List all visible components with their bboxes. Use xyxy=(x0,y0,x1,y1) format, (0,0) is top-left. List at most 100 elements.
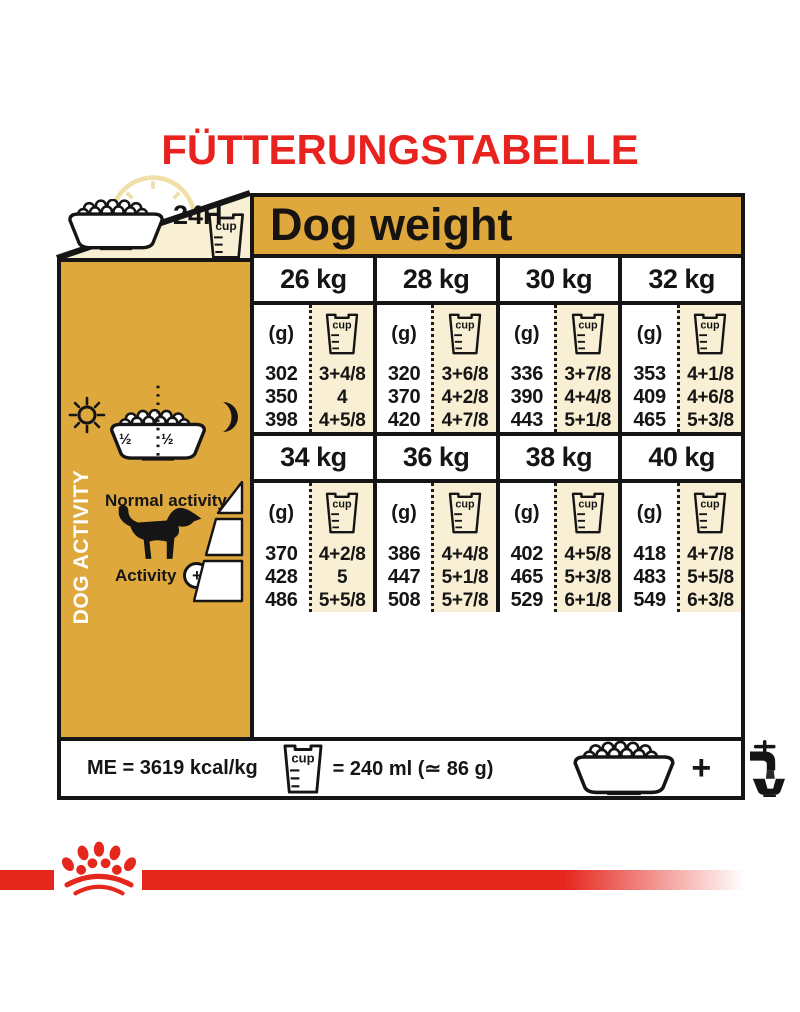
weight-column: 34 kg (g) 370 428 486 4+2/8 5 5+5/8 xyxy=(254,436,377,612)
cups-value: 5+1/8 xyxy=(564,409,611,431)
water-tap-icon xyxy=(750,739,786,797)
moon-icon xyxy=(223,402,238,432)
food-bowl-icon xyxy=(68,199,164,251)
grams-value: 447 xyxy=(387,566,421,588)
cups-value: 4 xyxy=(337,386,348,408)
grams-value: 386 xyxy=(387,543,421,565)
cups-value: 3+7/8 xyxy=(564,363,611,385)
grams-value: 443 xyxy=(510,409,544,431)
grams-value: 370 xyxy=(265,543,298,565)
grams-value: 483 xyxy=(633,566,666,588)
cups-value: 5+5/8 xyxy=(687,566,734,588)
cups-value: 5+3/8 xyxy=(687,409,734,431)
plus-sign: + xyxy=(691,749,712,787)
weight-column: 38 kg (g) 402 465 529 4+5/8 5+3/8 6+1/8 xyxy=(499,436,623,612)
grams-unit: (g) xyxy=(391,322,417,345)
cup-icon xyxy=(694,313,727,355)
grams-value: 418 xyxy=(633,543,666,565)
grams-value: 428 xyxy=(265,566,298,588)
grams-value: 508 xyxy=(387,589,421,611)
grams-unit: (g) xyxy=(514,322,540,345)
cups-value: 5+3/8 xyxy=(564,566,611,588)
cups-value: 4+2/8 xyxy=(441,386,489,408)
grams-value: 465 xyxy=(633,409,666,431)
grams-value: 370 xyxy=(387,386,421,408)
weight-column: 40 kg (g) 418 483 549 4+7/8 5+5/8 6+3/8 xyxy=(622,436,741,612)
royal-canin-paw-logo xyxy=(61,841,137,896)
grams-value: 549 xyxy=(633,589,666,611)
weight-header: 28 kg xyxy=(376,258,496,305)
cups-value: 4+5/8 xyxy=(564,543,611,565)
cups-value: 4+1/8 xyxy=(687,363,734,385)
grams-value: 398 xyxy=(265,409,298,431)
weight-header: 34 kg xyxy=(254,436,373,483)
grams-value: 465 xyxy=(510,566,544,588)
sun-icon xyxy=(68,396,106,434)
footer-info-row: ME = 3619 kcal/kg = 240 ml (≃ 86 g) + xyxy=(57,737,786,800)
activity-label: Activity xyxy=(115,565,177,585)
half-ration-bowl-icon xyxy=(110,385,207,463)
brand-stripe-left xyxy=(0,870,54,890)
weight-header: 26 kg xyxy=(254,258,373,305)
dog-activity-vertical-label: DOG ACTIVITY xyxy=(70,469,93,625)
cups-value: 4+4/8 xyxy=(441,543,489,565)
dog-silhouette-icon xyxy=(118,505,202,559)
metabolizable-energy-label: ME = 3619 kcal/kg xyxy=(87,757,258,779)
grams-value: 353 xyxy=(633,363,666,385)
grams-unit: (g) xyxy=(514,501,540,524)
cup-icon xyxy=(448,313,482,355)
grams-value: 529 xyxy=(510,589,544,611)
weight-header: 32 kg xyxy=(622,258,741,305)
cups-value: 5+1/8 xyxy=(441,566,489,588)
cup-icon xyxy=(448,492,482,534)
cup-icon xyxy=(571,492,604,534)
weight-header: 38 kg xyxy=(499,436,619,483)
weight-column: 36 kg (g) 386 447 508 4+4/8 5+1/8 5+7/8 xyxy=(376,436,500,612)
cup-equivalence-label: = 240 ml (≃ 86 g) xyxy=(332,758,494,780)
brand-stripe-right xyxy=(142,870,744,890)
grams-value: 486 xyxy=(265,589,298,611)
weight-header: 30 kg xyxy=(499,258,619,305)
grams-value: 336 xyxy=(510,363,544,385)
daily-ration-label: 24H xyxy=(173,200,223,230)
cups-value: 3+4/8 xyxy=(318,363,366,385)
cups-value: 3+6/8 xyxy=(441,363,489,385)
grams-value: 390 xyxy=(510,386,544,408)
weight-header: 40 kg xyxy=(622,436,741,483)
cup-icon xyxy=(571,313,604,355)
grams-value: 350 xyxy=(265,386,298,408)
grams-unit: (g) xyxy=(268,322,295,345)
cups-value: 4+4/8 xyxy=(564,386,611,408)
activity-level-ramp-icon xyxy=(193,481,244,603)
half-portion-left: ½ xyxy=(119,431,132,448)
grams-unit: (g) xyxy=(391,501,417,524)
normal-activity-label: Normal activity xyxy=(105,491,227,510)
weight-block-1: 26 kg (g) 302 350 398 3+4/8 4 4+5/8 xyxy=(254,258,741,432)
grams-value: 409 xyxy=(633,386,666,408)
grams-value: 420 xyxy=(387,409,421,431)
food-bowl-icon xyxy=(573,741,675,796)
grams-unit: (g) xyxy=(636,501,663,524)
cup-icon xyxy=(694,492,727,534)
cups-value: 4+5/8 xyxy=(318,409,366,431)
cups-value: 6+1/8 xyxy=(564,589,611,611)
cups-value: 5+7/8 xyxy=(441,589,489,611)
dog-activity-sidebar: ½ ½ DOG ACTIVITY Normal activity Activit… xyxy=(57,258,250,737)
weight-block-2: 34 kg (g) 370 428 486 4+2/8 5 5+5/8 xyxy=(254,432,741,612)
cups-value: 5+5/8 xyxy=(318,589,366,611)
grams-value: 320 xyxy=(387,363,421,385)
grams-unit: (g) xyxy=(268,501,295,524)
cup-icon xyxy=(325,313,359,355)
cups-value: 4+6/8 xyxy=(687,386,734,408)
dog-weight-header: Dog weight xyxy=(250,193,745,258)
cups-value: 5 xyxy=(337,566,348,588)
cup-icon xyxy=(325,492,359,534)
weight-column: 32 kg (g) 353 409 465 4+1/8 4+6/8 5+3/8 xyxy=(622,258,741,432)
weight-column: 26 kg (g) 302 350 398 3+4/8 4 4+5/8 xyxy=(254,258,377,432)
weight-column: 28 kg (g) 320 370 420 3+6/8 4+2/8 4+7/8 xyxy=(376,258,500,432)
cups-value: 4+7/8 xyxy=(687,543,734,565)
grams-value: 302 xyxy=(265,363,298,385)
cups-value: 4+7/8 xyxy=(441,409,489,431)
weight-column: 30 kg (g) 336 390 443 3+7/8 4+4/8 5+1/8 xyxy=(499,258,623,432)
